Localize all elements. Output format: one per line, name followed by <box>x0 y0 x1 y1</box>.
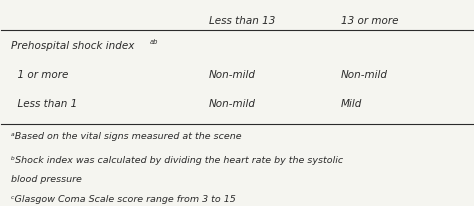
Text: Non-mild: Non-mild <box>209 98 256 108</box>
Text: ᶜGlasgow Coma Scale score range from 3 to 15: ᶜGlasgow Coma Scale score range from 3 t… <box>11 194 236 202</box>
Text: Less than 13: Less than 13 <box>209 16 275 26</box>
Text: ab: ab <box>150 39 158 45</box>
Text: 13 or more: 13 or more <box>341 16 398 26</box>
Text: blood pressure: blood pressure <box>11 174 82 183</box>
Text: Non-mild: Non-mild <box>341 70 388 80</box>
Text: Non-mild: Non-mild <box>209 70 256 80</box>
Text: ᵇShock index was calculated by dividing the heart rate by the systolic: ᵇShock index was calculated by dividing … <box>11 155 343 164</box>
Text: 1 or more: 1 or more <box>11 70 68 80</box>
Text: ᵃBased on the vital signs measured at the scene: ᵃBased on the vital signs measured at th… <box>11 132 241 141</box>
Text: Less than 1: Less than 1 <box>11 98 77 108</box>
Text: Prehospital shock index: Prehospital shock index <box>11 41 134 51</box>
Text: Mild: Mild <box>341 98 362 108</box>
